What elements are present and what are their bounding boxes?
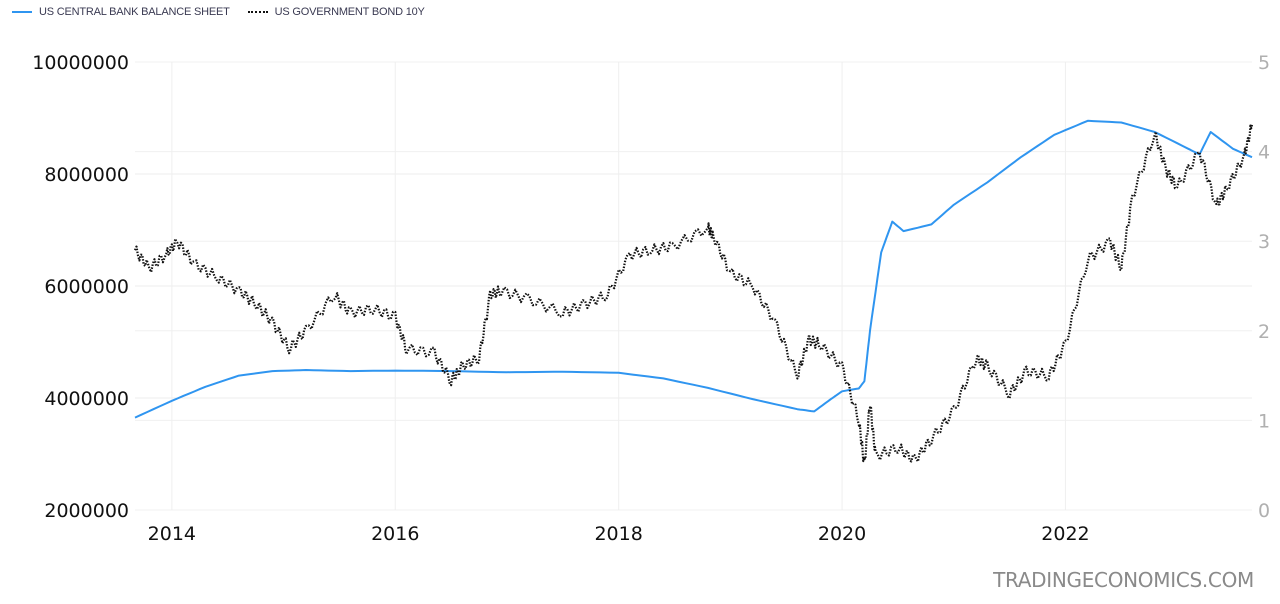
y-right-tick-label: 1	[1258, 410, 1270, 432]
y-right-tick-label: 3	[1258, 231, 1270, 253]
legend-label-bond-10y: US GOVERNMENT BOND 10Y	[274, 6, 425, 18]
solid-line-swatch-icon	[12, 11, 32, 13]
legend-item-bond-10y[interactable]: US GOVERNMENT BOND 10Y	[247, 6, 425, 18]
gridlines	[135, 61, 1252, 511]
x-tick-label: 2020	[818, 523, 866, 545]
bond-10y-line	[133, 124, 1254, 463]
x-tick-label: 2018	[594, 523, 642, 545]
y-left-tick-label: 2000000	[44, 500, 129, 522]
y-axis-left: 10000000 8000000 6000000 4000000 2000000	[32, 52, 129, 522]
legend: US CENTRAL BANK BALANCE SHEET US GOVERNM…	[12, 6, 443, 18]
x-tick-label: 2022	[1041, 523, 1089, 545]
y-right-tick-label: 4	[1258, 142, 1270, 164]
y-right-tick-label: 0	[1258, 500, 1270, 522]
x-tick-label: 2016	[371, 523, 419, 545]
series-lines	[133, 119, 1254, 463]
x-axis: 2014 2016 2018 2020 2022	[148, 523, 1090, 545]
y-right-tick-label: 5	[1258, 52, 1270, 74]
legend-item-balance-sheet[interactable]: US CENTRAL BANK BALANCE SHEET	[12, 6, 230, 18]
legend-label-balance-sheet: US CENTRAL BANK BALANCE SHEET	[39, 6, 230, 18]
y-left-tick-label: 6000000	[44, 276, 129, 298]
watermark: TRADINGECONOMICS.COM	[993, 568, 1254, 592]
y-axis-right: 5 4 3 2 1 0	[1258, 52, 1270, 522]
x-tick-label: 2014	[148, 523, 196, 545]
y-left-tick-label: 8000000	[44, 164, 129, 186]
dotted-line-swatch-icon	[247, 11, 268, 13]
balance-sheet-line	[134, 119, 1253, 419]
y-left-tick-label: 10000000	[32, 52, 129, 74]
y-right-tick-label: 2	[1258, 321, 1270, 343]
y-left-tick-label: 4000000	[44, 388, 129, 410]
